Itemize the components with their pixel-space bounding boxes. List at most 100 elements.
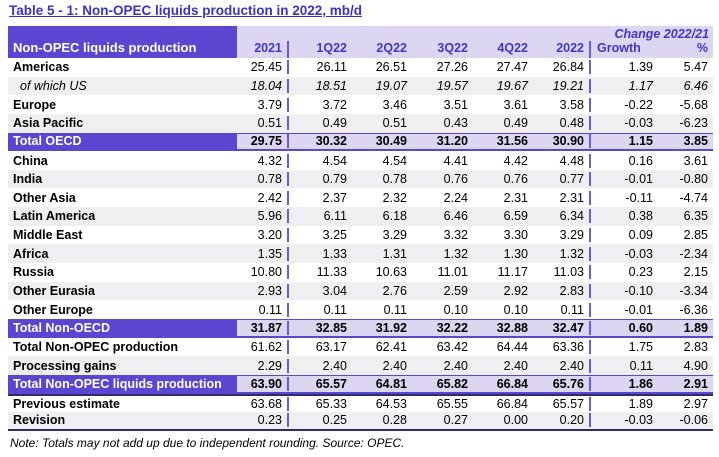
value-cell: 63.36 bbox=[533, 339, 591, 354]
table-row: Total OECD 29.75 30.32 30.49 31.20 31.56 30.90… bbox=[8, 132, 713, 152]
column-header-growth: Growth bbox=[597, 41, 641, 55]
value-cell: 0.23 bbox=[628, 265, 653, 280]
column-header-3q22: 3Q22 bbox=[437, 41, 468, 55]
value-cell: 31.87 bbox=[237, 320, 289, 335]
value-cell: 5.47 bbox=[683, 60, 708, 75]
value-cell: 32.22 bbox=[436, 320, 468, 335]
value-cell: 0.51 bbox=[382, 116, 407, 131]
value-cell: 66.84 bbox=[496, 396, 528, 411]
value-cell: 1.35 bbox=[237, 246, 289, 261]
value-cell: 19.57 bbox=[436, 78, 468, 93]
value-cell: 0.28 bbox=[382, 413, 407, 428]
value-cell: -2.34 bbox=[679, 246, 709, 261]
value-cell: 0.11 bbox=[533, 302, 591, 317]
value-cell: -6.36 bbox=[679, 302, 709, 317]
value-cell: 1.33 bbox=[322, 246, 347, 261]
table-body: Americas 25.45 26.11 26.51 27.26 27.47 26.84 1.… bbox=[8, 58, 713, 431]
value-cell: 30.32 bbox=[315, 134, 347, 149]
non-opec-production-table: Non-OPEC liquids production Change 2022/… bbox=[8, 26, 713, 431]
row-label: Asia Pacific bbox=[13, 116, 84, 131]
value-cell: 0.23 bbox=[237, 413, 289, 428]
value-cell: 2.59 bbox=[443, 284, 468, 298]
value-cell: 0.76 bbox=[443, 172, 468, 187]
value-cell: 11.17 bbox=[497, 265, 528, 280]
table-row: Americas 25.45 26.11 26.51 27.26 27.47 26.84 1.… bbox=[8, 58, 713, 77]
value-cell: 0.49 bbox=[503, 116, 528, 131]
value-cell: -0.03 bbox=[624, 246, 654, 261]
table-title: Table 5 - 1: Non-OPEC liquids production… bbox=[9, 3, 363, 18]
value-cell: 63.90 bbox=[237, 376, 289, 391]
value-cell: -0.01 bbox=[624, 172, 654, 187]
value-cell: 10.80 bbox=[237, 265, 289, 280]
value-cell: 6.34 bbox=[533, 209, 591, 224]
row-label: Revision bbox=[13, 413, 66, 428]
value-cell: 0.16 bbox=[628, 153, 653, 168]
value-cell: 32.47 bbox=[533, 320, 591, 335]
value-cell: 0.48 bbox=[533, 116, 591, 131]
value-cell: -0.10 bbox=[624, 284, 654, 298]
value-cell: 2.42 bbox=[237, 190, 289, 205]
value-cell: 1.32 bbox=[533, 246, 591, 261]
value-cell: 0.60 bbox=[628, 320, 653, 335]
value-cell: 3.20 bbox=[237, 228, 289, 243]
value-cell: 5.96 bbox=[237, 209, 289, 224]
value-cell: 31.20 bbox=[436, 134, 468, 149]
value-cell: 31.92 bbox=[375, 320, 407, 335]
table-row: Total Non-OPEC liquids production 63.90 65… bbox=[8, 374, 713, 394]
value-cell: 65.82 bbox=[436, 376, 468, 391]
value-cell: 3.58 bbox=[533, 97, 591, 112]
value-cell: 3.25 bbox=[322, 228, 347, 243]
value-cell: 64.44 bbox=[496, 339, 528, 354]
value-cell: 2.32 bbox=[382, 190, 407, 205]
value-cell: 3.72 bbox=[322, 97, 347, 112]
value-cell: 6.11 bbox=[323, 209, 347, 224]
row-label: Other Europe bbox=[13, 302, 93, 317]
value-cell: 63.42 bbox=[436, 339, 468, 354]
value-cell: 65.55 bbox=[436, 396, 468, 411]
value-cell: -0.03 bbox=[624, 116, 654, 131]
value-cell: 2.29 bbox=[237, 358, 289, 373]
value-cell: 11.33 bbox=[316, 265, 347, 280]
value-cell: 11.03 bbox=[533, 265, 591, 280]
value-cell: 0.76 bbox=[503, 172, 528, 187]
table-row: Other Eurasia 2.93 3.04 2.76 2.59 2.92 2.83 -0.… bbox=[8, 281, 713, 301]
table-row: Other Asia 2.42 2.37 2.32 2.24 2.31 2.31 -0.11 -… bbox=[8, 188, 713, 208]
change-header: Change 2022/21 bbox=[614, 27, 710, 41]
table-row: Africa 1.35 1.33 1.31 1.32 1.30 1.32 -0.03 -2.34 bbox=[8, 244, 713, 264]
value-cell: 2.91 bbox=[683, 376, 708, 391]
value-cell: -0.06 bbox=[679, 413, 709, 428]
value-cell: 0.79 bbox=[322, 172, 347, 187]
value-cell: 32.85 bbox=[315, 320, 347, 335]
value-cell: 26.51 bbox=[375, 60, 407, 75]
value-cell: -6.23 bbox=[679, 116, 709, 131]
table-note: Note: Totals may not add up due to indep… bbox=[10, 436, 405, 450]
value-cell: 0.49 bbox=[322, 116, 347, 131]
column-header-2021: 2021 bbox=[237, 41, 289, 58]
value-cell: -4.74 bbox=[679, 190, 709, 205]
corner-header: Non-OPEC liquids production bbox=[8, 26, 237, 58]
value-cell: 1.30 bbox=[503, 246, 528, 261]
column-headers-row: 2021 1Q22 2Q22 3Q22 4Q22 2022 Growth% bbox=[237, 41, 713, 58]
row-label: Total Non-OPEC liquids production bbox=[8, 375, 237, 392]
row-label: Other Eurasia bbox=[13, 284, 95, 298]
row-label: Africa bbox=[13, 246, 49, 261]
value-cell: 64.53 bbox=[375, 396, 407, 411]
table-row: Russia 10.80 11.33 10.63 11.01 11.17 11.03 0.23… bbox=[8, 263, 713, 282]
value-cell: -3.34 bbox=[679, 284, 709, 298]
value-cell: 26.11 bbox=[316, 60, 347, 75]
value-cell: 1.39 bbox=[628, 60, 653, 75]
table-row: Latin America 5.96 6.11 6.18 6.46 6.59 6.34 0.3… bbox=[8, 207, 713, 226]
value-cell: 2.93 bbox=[237, 284, 289, 298]
value-cell: 64.81 bbox=[375, 376, 407, 391]
column-header-1q22: 1Q22 bbox=[316, 41, 347, 55]
table-row: India 0.78 0.79 0.78 0.76 0.76 0.77 -0.01 -0.80 bbox=[8, 169, 713, 189]
value-cell: 0.77 bbox=[533, 172, 591, 187]
value-cell: 2.40 bbox=[382, 358, 407, 373]
value-cell: 1.15 bbox=[628, 134, 653, 149]
value-cell: 0.78 bbox=[382, 172, 407, 187]
value-cell: 3.61 bbox=[683, 153, 708, 168]
value-cell: 29.75 bbox=[237, 134, 289, 149]
value-cell: 1.89 bbox=[683, 320, 708, 335]
value-cell: 10.63 bbox=[375, 265, 407, 280]
value-cell: 0.27 bbox=[443, 413, 468, 428]
